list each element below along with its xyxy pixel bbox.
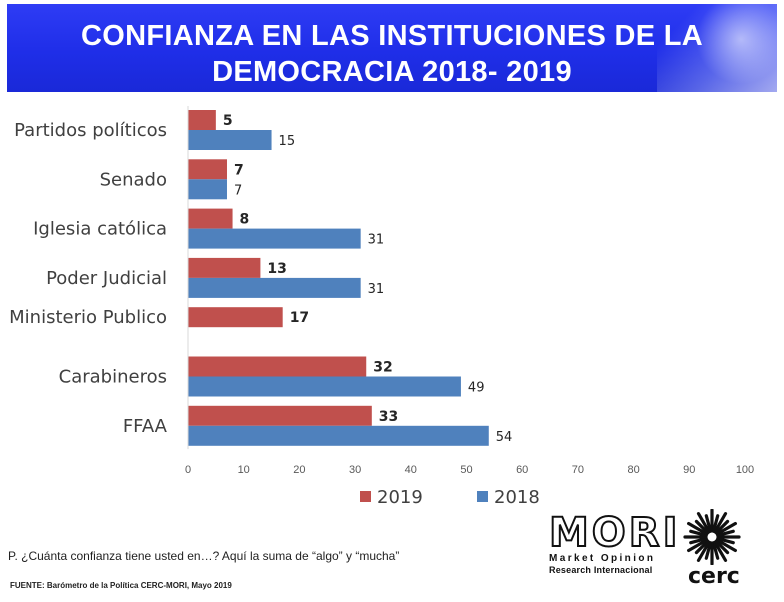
mori-logo-text: MORI xyxy=(548,510,681,556)
x-tick-label: 30 xyxy=(349,464,361,476)
category-label: Carabineros xyxy=(59,367,167,388)
legend-label-2018: 2018 xyxy=(494,487,540,508)
data-label-2019: 5 xyxy=(223,113,233,129)
x-tick-label: 0 xyxy=(185,464,191,476)
x-tick-label: 100 xyxy=(736,464,754,476)
x-tick-label: 50 xyxy=(460,464,472,476)
category-label: Iglesia católica xyxy=(33,219,167,240)
category-label: Ministerio Publico xyxy=(9,307,167,328)
bar-2019 xyxy=(188,159,227,180)
x-tick-label: 20 xyxy=(293,464,305,476)
legend-swatch-2018 xyxy=(477,491,488,502)
category-label: FFAA xyxy=(123,416,168,437)
category-label: Poder Judicial xyxy=(46,268,167,289)
x-tick-label: 70 xyxy=(572,464,584,476)
title-line-2: DEMOCRACIA 2018- 2019 xyxy=(212,56,572,88)
mori-logo-line1: Market Opinion xyxy=(549,553,656,564)
x-tick-label: 90 xyxy=(683,464,695,476)
bar-2018 xyxy=(188,130,272,150)
data-label-2019: 33 xyxy=(379,409,398,425)
bar-2019 xyxy=(188,405,372,426)
data-label-2018: 31 xyxy=(368,233,385,248)
x-tick-label: 60 xyxy=(516,464,528,476)
legend-label-2019: 2019 xyxy=(377,487,423,508)
category-label: Partidos políticos xyxy=(14,120,167,141)
data-label-2018: 15 xyxy=(279,134,296,149)
x-tick-label: 10 xyxy=(238,464,250,476)
data-label-2018: 31 xyxy=(368,282,385,297)
legend-swatch-2019 xyxy=(360,491,371,502)
mori-logo: MORI Market Opinion Research Internacion… xyxy=(548,510,681,585)
labels-layer: Partidos políticos 5 15 Senado 7 7 Iglesia cat… xyxy=(9,113,512,445)
data-label-2019: 17 xyxy=(290,310,309,326)
title-line-1: CONFIANZA EN LAS INSTITUCIONES DE LA xyxy=(81,20,703,52)
x-tick-label: 40 xyxy=(405,464,417,476)
source-note: FUENTE: Barómetro de la Política CERC-MO… xyxy=(10,581,232,590)
bars-layer xyxy=(188,110,489,446)
bar-2019 xyxy=(188,356,367,377)
bar-2019 xyxy=(188,257,261,278)
cerc-logo: cerc xyxy=(680,508,744,589)
bar-2019 xyxy=(188,208,233,229)
data-label-2018: 54 xyxy=(496,430,513,445)
sunburst-rays xyxy=(683,508,741,566)
page-title: CONFIANZA EN LAS INSTITUCIONES DE LA DEM… xyxy=(7,18,777,90)
bar-2019 xyxy=(188,110,216,130)
title-banner: CONFIANZA EN LAS INSTITUCIONES DE LA DEM… xyxy=(7,4,777,92)
mori-logo-line2: Research Internacional xyxy=(549,565,653,575)
data-label-2019: 13 xyxy=(267,261,286,277)
data-label-2019: 8 xyxy=(240,212,250,228)
question-note: P. ¿Cuánta confianza tiene usted en…? Aq… xyxy=(8,549,400,563)
cerc-logo-text: cerc xyxy=(688,564,740,589)
data-label-2019: 32 xyxy=(373,360,392,376)
bar-2018 xyxy=(188,228,361,249)
data-label-2018: 7 xyxy=(234,183,242,198)
bar-2018 xyxy=(188,425,489,446)
bar-2019 xyxy=(188,307,283,328)
x-tick-label: 80 xyxy=(627,464,639,476)
bar-2018 xyxy=(188,277,361,298)
category-label: Senado xyxy=(100,169,167,190)
data-label-2019: 7 xyxy=(234,162,244,178)
cerc-sunburst-icon xyxy=(683,508,741,566)
bar-2018 xyxy=(188,179,227,200)
data-label-2018: 49 xyxy=(468,381,485,396)
legend: 2019 2018 xyxy=(360,487,540,508)
banner-decoration xyxy=(657,4,777,92)
bar-2018 xyxy=(188,376,461,397)
x-axis-ticks: 0 10 20 30 40 50 60 70 80 90 100 xyxy=(185,464,754,476)
